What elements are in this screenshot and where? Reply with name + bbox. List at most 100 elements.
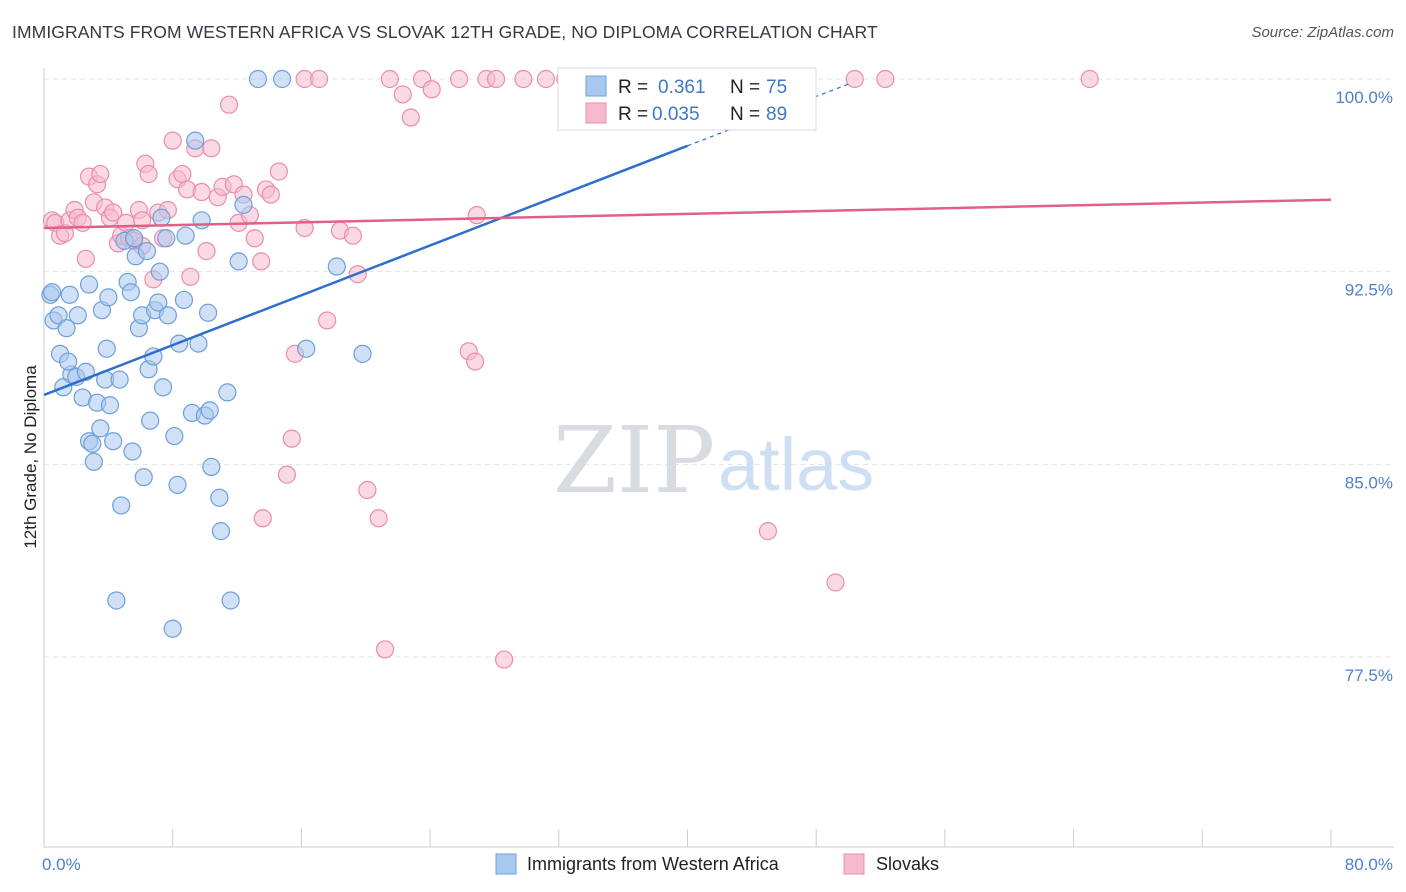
western-africa-point [124, 229, 144, 248]
slovaks-point [116, 213, 136, 232]
slovaks-point [380, 69, 399, 89]
slovaks-point [826, 573, 845, 592]
slovaks-point [282, 429, 301, 448]
slovaks-point [261, 185, 280, 204]
western-africa-point [198, 303, 218, 322]
western-africa-point [186, 131, 205, 150]
bottom-legend-label-blue: Immigrants from Western Africa [527, 854, 780, 874]
slovaks-point [277, 465, 297, 484]
western-africa-point [84, 452, 103, 471]
western-africa-point [327, 257, 346, 276]
western-africa-point [137, 242, 157, 261]
western-africa-point [68, 306, 87, 325]
western-africa-point [42, 283, 62, 302]
western-africa-points [41, 69, 584, 638]
slovaks-point [104, 203, 123, 222]
slovaks-point [173, 164, 192, 184]
western-africa-point [211, 522, 231, 541]
western-africa-point [174, 290, 194, 310]
legend-swatch-pink [585, 102, 607, 124]
western-africa-point [202, 457, 221, 477]
western-africa-point [149, 293, 168, 312]
western-africa-point [218, 383, 237, 402]
slovaks-point [449, 69, 469, 89]
western-africa-point [134, 468, 153, 487]
watermark-zip: ZIP [553, 407, 715, 514]
legend-n-label-pink: N = [730, 104, 760, 125]
western-africa-point [272, 69, 292, 89]
western-africa-point [153, 378, 173, 397]
y-tick-label: 85.0% [1345, 473, 1393, 492]
western-africa-point [57, 319, 76, 338]
slovaks-point [758, 522, 778, 541]
legend-n-value-pink: 89 [766, 104, 787, 125]
western-africa-point [49, 306, 68, 325]
western-africa-point [234, 195, 253, 214]
bottom-legend-swatch-pink [843, 853, 865, 875]
slovaks-point [358, 480, 377, 500]
slovaks-point [422, 80, 441, 99]
legend-box: R = 0.361 N = 75 R = 0.035 N = 89 [557, 67, 817, 131]
slovaks-point [192, 182, 211, 202]
western-africa-point [99, 288, 118, 307]
western-africa-point [60, 285, 79, 304]
x-tick-label: 80.0% [1345, 855, 1393, 874]
watermark-atlas: atlas [718, 423, 874, 506]
slovaks-point [536, 69, 556, 89]
western-africa-point [165, 426, 184, 446]
slovaks-point [309, 69, 329, 89]
ticks-layer: 100.0% 92.5% 85.0% 77.5% 0.0% 80.0% [42, 88, 1393, 874]
western-africa-point [152, 208, 171, 227]
bottom-legend-swatch-blue [495, 853, 517, 875]
y-tick-label: 100.0% [1335, 88, 1393, 107]
western-africa-point [141, 411, 160, 430]
slovaks-points [42, 69, 1099, 669]
slovaks-point [514, 69, 533, 89]
slovaks-point [467, 206, 486, 225]
western-africa-point [110, 370, 129, 389]
slovaks-point [318, 311, 337, 330]
western-africa-point [200, 401, 219, 420]
x-tick-label: 0.0% [42, 855, 81, 874]
slovaks-point [375, 640, 395, 659]
slovaks-point [393, 85, 412, 104]
bottom-legend: Immigrants from Western Africa Slovaks [495, 853, 939, 875]
slovaks-point [245, 229, 264, 248]
western-africa-point [297, 339, 316, 358]
western-africa-point [112, 496, 131, 515]
slovaks-point [139, 164, 158, 184]
source-label: Source: ZipAtlas.com [1251, 24, 1394, 41]
western-africa-point [229, 252, 248, 271]
legend-n-label-blue: N = [730, 77, 760, 98]
western-africa-point [121, 283, 140, 302]
trend-layer [43, 83, 1332, 397]
western-africa-point [221, 591, 240, 610]
western-africa-trend-line [43, 144, 688, 397]
legend-r-value-blue: 0.361 [658, 77, 706, 98]
western-africa-point [104, 432, 123, 451]
western-africa-point [176, 226, 195, 245]
western-africa-point [353, 344, 372, 363]
slovaks-point [369, 509, 388, 528]
slovaks-point [1080, 69, 1099, 89]
western-africa-point [210, 488, 229, 507]
slovaks-trend-line [43, 198, 1332, 230]
legend-n-value-blue: 75 [766, 77, 787, 98]
western-africa-point [248, 69, 268, 89]
bottom-legend-label-pink: Slovaks [876, 854, 939, 874]
legend-r-label-pink: R = [618, 104, 648, 125]
y-tick-label: 77.5% [1345, 666, 1393, 685]
slovaks-point [343, 226, 362, 245]
slovaks-point [163, 131, 182, 150]
slovaks-point [202, 139, 221, 158]
slovaks-point [219, 95, 239, 114]
slovaks-point [466, 352, 485, 371]
y-tick-label: 92.5% [1345, 281, 1393, 300]
y-axis-label: 12th Grade, No Diploma [21, 365, 40, 549]
slovaks-point [486, 69, 506, 89]
western-africa-point [192, 211, 211, 230]
western-africa-point [59, 352, 78, 371]
western-africa-point [150, 262, 169, 281]
legend-r-value-pink: 0.035 [652, 104, 700, 125]
